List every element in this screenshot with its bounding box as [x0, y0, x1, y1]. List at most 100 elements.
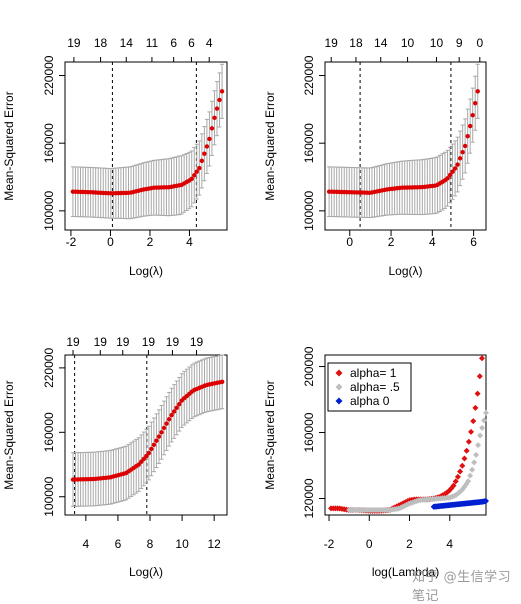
- cv-point: [177, 402, 182, 407]
- cv-point: [445, 176, 450, 181]
- x-tick-label: 2: [406, 537, 413, 551]
- cv-point: [192, 173, 197, 178]
- watermark: 知乎 @生信学习笔记: [412, 570, 512, 604]
- series-point: [468, 428, 475, 435]
- error-bars: [327, 63, 480, 219]
- series-point: [476, 373, 483, 380]
- cv-point: [212, 115, 217, 120]
- x-axis-label: Log(λ): [129, 264, 163, 278]
- x-tick-label: 4: [429, 235, 436, 249]
- cv-point: [457, 156, 463, 161]
- legend-marker: [335, 397, 343, 405]
- y-axis-label: Mean-Squared Error: [263, 380, 277, 489]
- plot-frame: [64, 61, 228, 231]
- cv-point: [189, 176, 194, 182]
- chart-panel-4: -2 0 2 4 120000 160000 200000 log(Lambda) Mean-S…: [263, 346, 489, 579]
- cv-point: [217, 97, 222, 103]
- cv-point: [460, 149, 465, 155]
- cv-point: [202, 151, 207, 156]
- top-tick-label: 6: [170, 36, 177, 50]
- top-tick-label: 19: [142, 335, 156, 349]
- top-tick-label: 18: [94, 36, 108, 50]
- series-point: [470, 418, 477, 425]
- top-tick-label: 14: [374, 36, 388, 50]
- cv-point: [159, 430, 164, 435]
- cv-points: [326, 89, 480, 195]
- chart-panel-1: -2 0 2 4 100000 160000 220000 Log(λ) Mean-Square…: [2, 36, 228, 278]
- y-tick-label: 160000: [302, 123, 316, 163]
- cv-point: [146, 450, 152, 456]
- series-3: [430, 497, 489, 510]
- x-tick-label: -2: [324, 537, 335, 551]
- y-tick-label: 160000: [42, 412, 56, 452]
- x-axis-label: Log(λ): [129, 565, 163, 579]
- top-tick-label: 4: [206, 36, 213, 50]
- top-tick-label: 18: [349, 36, 363, 50]
- series-point: [457, 468, 464, 475]
- legend-label: alpha 0: [350, 394, 390, 408]
- y-axis-label: Mean-Squared Error: [2, 91, 16, 200]
- top-tick-label: 19: [325, 36, 339, 50]
- series-point: [474, 390, 481, 397]
- cv-point: [219, 89, 225, 94]
- cv-point: [136, 462, 141, 467]
- cv-point: [204, 144, 210, 149]
- chart-panel-2: 0 2 4 6 100000 160000 220000 Log(λ) Mean-Squared…: [263, 36, 487, 278]
- y-tick-label: 100000: [302, 190, 316, 230]
- legend-label: alpha= .5: [350, 380, 400, 394]
- series-point: [472, 404, 479, 411]
- cv-point: [166, 417, 172, 422]
- series-point: [483, 409, 489, 416]
- x-tick-label: 10: [175, 537, 189, 551]
- cv-point: [164, 421, 169, 426]
- top-tick-label: 19: [190, 335, 204, 349]
- cv-point: [473, 101, 478, 106]
- top-tick-label: 19: [166, 335, 180, 349]
- series-point: [483, 497, 489, 504]
- series-point: [452, 478, 459, 485]
- y-tick-label: 120000: [302, 478, 316, 518]
- x-tick-label: 0: [366, 537, 373, 551]
- series-point: [478, 355, 485, 362]
- chart-panel-3: 4 6 8 10 12 100000 160000 220000 Log(λ) Mean-Squa…: [2, 335, 228, 579]
- cv-point: [207, 136, 212, 142]
- x-tick-label: -2: [66, 235, 77, 249]
- cv-point: [467, 123, 473, 129]
- cv-point: [141, 456, 147, 462]
- series-point: [479, 424, 486, 431]
- cv-points: [70, 89, 225, 196]
- cv-point: [475, 89, 480, 94]
- x-tick-label: 6: [470, 235, 477, 249]
- cv-point: [174, 405, 179, 411]
- legend-marker: [335, 369, 343, 377]
- cv-point: [144, 453, 149, 459]
- series-point: [481, 417, 488, 424]
- top-tick-label: 19: [94, 335, 108, 349]
- top-tick-label: 6: [188, 36, 195, 50]
- x-tick-label: 2: [388, 235, 395, 249]
- cv-point: [139, 459, 144, 464]
- x-axis-label: Log(λ): [388, 264, 422, 278]
- y-axis-label: Mean-Squared Error: [2, 380, 16, 489]
- cv-point: [169, 412, 174, 418]
- y-tick-label: 220000: [302, 55, 316, 95]
- y-tick-label: 220000: [42, 55, 56, 95]
- y-axis-label: Mean-Squared Error: [263, 91, 277, 200]
- cv-point: [154, 438, 159, 443]
- series-point: [465, 478, 472, 485]
- x-axis-label: log(Lambda): [372, 565, 439, 579]
- cv-point: [197, 165, 202, 171]
- series-point: [450, 482, 457, 489]
- cv-point: [171, 409, 177, 414]
- cv-point: [199, 158, 205, 164]
- series-point: [459, 462, 466, 469]
- legend-marker: [335, 383, 343, 391]
- top-tick-label: 19: [116, 335, 130, 349]
- cv-point: [209, 126, 215, 131]
- cv-points: [70, 379, 225, 482]
- y-tick-label: 160000: [42, 123, 56, 163]
- top-tick-label: 10: [430, 36, 444, 50]
- cv-point: [465, 133, 470, 139]
- cv-point: [462, 143, 468, 149]
